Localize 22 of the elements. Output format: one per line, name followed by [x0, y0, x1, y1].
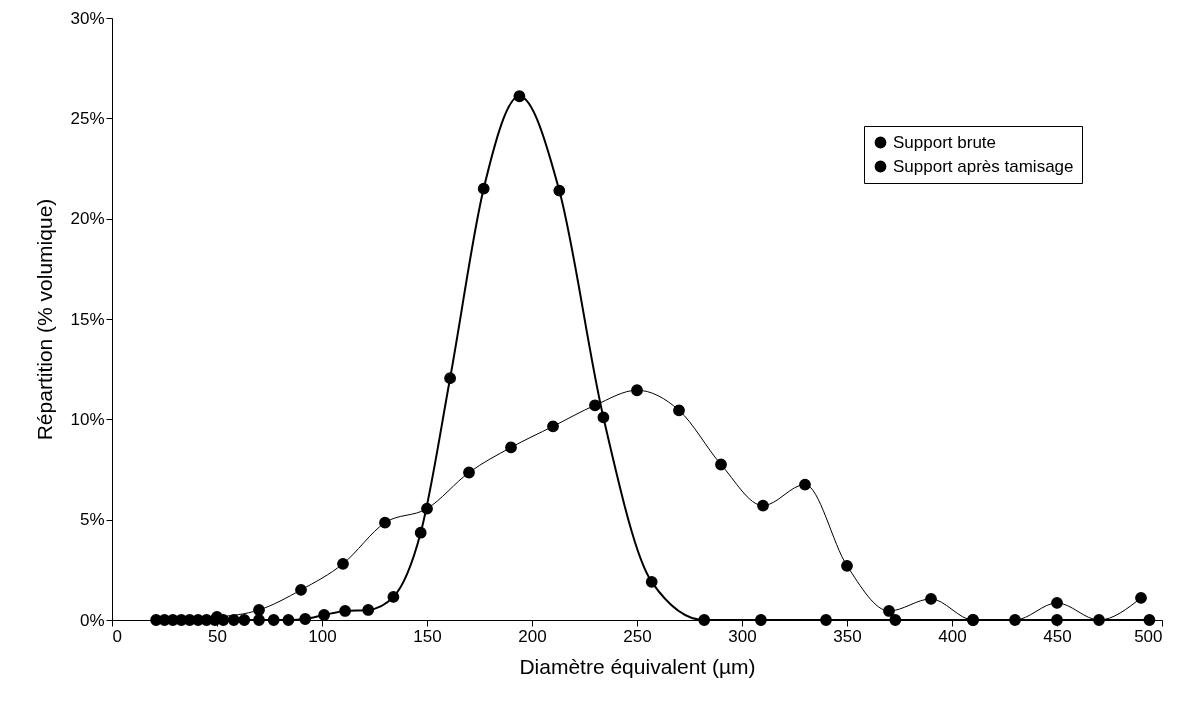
x-tick-label: 350: [833, 626, 862, 646]
y-tick-label: 0%: [79, 610, 105, 630]
x-tick-label: 150: [413, 626, 442, 646]
y-tick-label: 15%: [70, 309, 105, 329]
x-tick-label: 500: [1134, 626, 1163, 646]
x-tick-label: 300: [728, 626, 757, 646]
y-tick-label: 25%: [70, 108, 105, 128]
x-tick-label: 400: [938, 626, 967, 646]
y-tick-label: 20%: [70, 209, 105, 229]
y-tick-label: 30%: [70, 8, 105, 28]
legend-label: Support brute: [893, 132, 997, 152]
x-tick-label: 200: [518, 626, 547, 646]
x-axis-title: Diamètre équivalent (µm): [519, 654, 756, 678]
x-tick-label: 450: [1043, 626, 1072, 646]
y-axis-title: Répartition (% volumique): [33, 198, 57, 441]
y-tick-label: 5%: [79, 510, 105, 530]
legend-label: Support après tamisage: [893, 156, 1074, 176]
x-tick-label: 0: [112, 626, 122, 646]
x-tick-label: 50: [208, 626, 227, 646]
x-tick-label: 100: [308, 626, 337, 646]
y-tick-label: 10%: [70, 409, 105, 429]
x-tick-label: 250: [623, 626, 652, 646]
